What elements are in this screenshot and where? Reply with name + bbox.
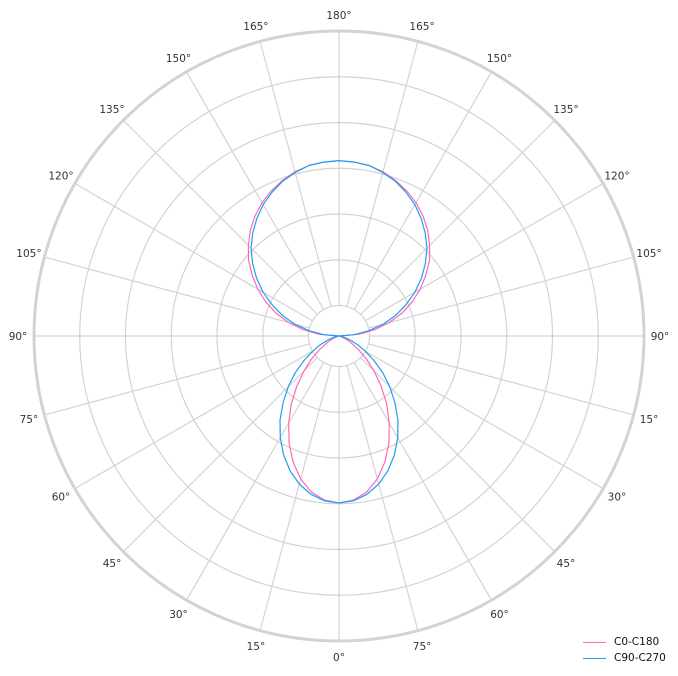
legend-item-c0-c180: C0-C180: [583, 634, 666, 650]
angle-label: 30°: [608, 492, 627, 504]
angle-label: 120°: [604, 171, 629, 183]
angle-label: 45°: [557, 558, 576, 570]
polar-grid: [32, 29, 646, 643]
angle-label: 180°: [326, 10, 351, 22]
angle-label: 135°: [553, 104, 578, 116]
angle-label: 165°: [243, 21, 268, 33]
angle-label: 75°: [20, 414, 39, 426]
angle-label: 135°: [99, 104, 124, 116]
legend-swatch: [583, 641, 606, 643]
angle-label: 60°: [490, 609, 509, 621]
angle-labels: 0° 75° 60° 45° 30° 15° 90° 105° 120° 135° 150° 165°…: [9, 10, 670, 664]
angle-label: 90°: [9, 331, 28, 343]
series-line-c90-c270: [250, 160, 428, 504]
legend: C0-C180 C90-C270: [583, 634, 666, 666]
grid-ring: [216, 213, 462, 459]
outer-ring: [32, 29, 646, 643]
grid-ring: [124, 121, 554, 551]
angle-label: 15°: [247, 641, 266, 653]
angle-label: 60°: [52, 492, 71, 504]
grid-ring: [262, 259, 416, 413]
angle-label: 165°: [409, 21, 434, 33]
angle-label: 105°: [16, 248, 41, 260]
legend-label: C90-C270: [614, 652, 666, 664]
angle-label: 0°: [333, 652, 345, 664]
legend-label: C0-C180: [614, 636, 660, 648]
legend-item-c90-c270: C90-C270: [583, 650, 666, 666]
angle-label: 150°: [166, 53, 191, 65]
angle-label: 90°: [651, 331, 670, 343]
grid-ring: [170, 167, 508, 505]
grid-ring: [79, 76, 599, 596]
angle-label: 150°: [487, 53, 512, 65]
angle-label: 15°: [640, 414, 659, 426]
angle-label: 120°: [48, 171, 73, 183]
angle-label: 45°: [103, 558, 122, 570]
angle-label: 30°: [169, 609, 188, 621]
legend-swatch: [583, 657, 606, 659]
grid-ring: [307, 304, 371, 368]
angle-label: 105°: [636, 248, 661, 260]
angle-label: 75°: [413, 641, 432, 653]
curves: [247, 160, 431, 504]
